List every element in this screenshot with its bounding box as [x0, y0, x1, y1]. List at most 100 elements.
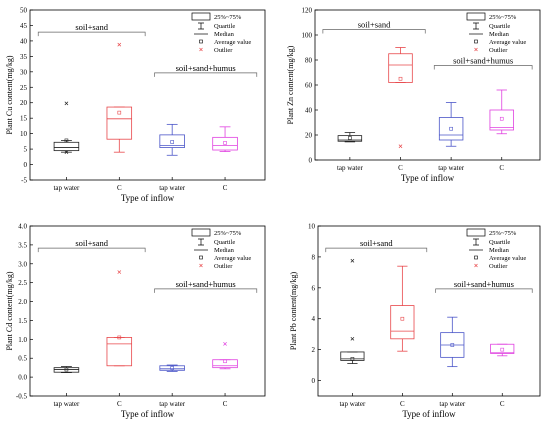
box-4 — [212, 126, 238, 152]
box-iqr — [388, 53, 413, 83]
y-tick-label: 10 — [308, 223, 316, 231]
legend-label: Average value — [214, 255, 251, 262]
y-tick-label: 2 — [312, 346, 316, 354]
plot-frame — [317, 225, 541, 397]
box-iqr — [106, 106, 133, 140]
mean-marker — [117, 110, 122, 115]
y-tick-label: 25 — [20, 84, 28, 92]
chart-panel-cd: -0.5 0.0 0.5 1.0 1.5 2.0 2.5 3.0 3.5 4.0 Plant Cd … — [5, 223, 266, 419]
outlier-marker — [64, 101, 69, 106]
outlier-marker — [398, 144, 403, 149]
mean-marker — [170, 140, 174, 144]
y-tick-label: -0.5 — [16, 393, 28, 401]
group-bracket — [433, 65, 533, 70]
x-tick-label: C — [400, 400, 405, 408]
x-tick-label: tap water — [159, 400, 186, 408]
x-tick-label: tap water — [337, 164, 364, 172]
outlier-marker — [223, 342, 227, 346]
box-4 — [212, 342, 238, 370]
legend-label: Quartile — [489, 23, 510, 30]
y-tick-label: 15 — [20, 115, 28, 123]
y-tick-label: 0 — [309, 157, 313, 165]
mean-marker — [117, 335, 122, 340]
legend-box-swatch — [191, 12, 211, 21]
box-4 — [490, 343, 515, 357]
legend-label: Average value — [489, 255, 526, 262]
legend-label: Outlier — [489, 263, 508, 270]
mean-marker — [499, 116, 504, 121]
legend-box-swatch — [466, 12, 486, 21]
group-label: soil+sand+humus — [176, 279, 236, 289]
x-tick-label: tap water — [53, 184, 80, 192]
legend-label: Median — [489, 31, 510, 38]
legend-label: Median — [214, 31, 235, 38]
box-3 — [438, 102, 464, 147]
mean-marker — [449, 126, 453, 131]
legend-label: 25%~75% — [214, 14, 242, 21]
legend-mean-swatch — [474, 255, 478, 260]
y-tick-label: 0.5 — [18, 355, 27, 363]
y-tick-label: 2.0 — [18, 298, 27, 306]
outlier-marker — [117, 42, 122, 47]
legend-label: Outlier — [214, 263, 233, 270]
group-bracket — [322, 29, 426, 34]
legend-label: Quartile — [214, 239, 235, 246]
y-tick-label: 20 — [305, 132, 313, 140]
chart-panel-cu: -5 0 5 10 15 20 25 30 35 40 45 50 Plant Cu content(m… — [5, 7, 266, 203]
y-tick-label: 20 — [20, 99, 28, 107]
legend-label: Median — [214, 247, 235, 254]
group-label: soil+sand — [360, 238, 393, 248]
outlier-marker — [64, 150, 69, 155]
mean-marker — [348, 136, 352, 140]
mean-marker — [400, 316, 405, 321]
x-tick-label: C — [500, 400, 505, 408]
mean-marker — [350, 357, 355, 361]
chart-panel-pb: 0 2 4 6 8 10 Plant Pb content(mg/kg) tap water C… — [289, 223, 541, 419]
group-label: soil+sand+humus — [454, 279, 514, 289]
box-2 — [388, 47, 413, 149]
box-1 — [53, 101, 80, 155]
x-tick-label: tap water — [53, 400, 80, 408]
y-tick-label: 2.5 — [18, 279, 27, 287]
legend-label: Outlier — [214, 47, 233, 54]
legend-whisker-swatch — [473, 238, 479, 246]
mean-marker — [450, 343, 455, 347]
legend-label: Quartile — [214, 23, 235, 30]
mean-marker — [64, 367, 69, 372]
legend-mean-swatch — [474, 39, 478, 44]
box-3 — [159, 364, 185, 372]
legend-outlier-swatch — [199, 263, 203, 268]
x-axis-label: Type of inflow — [401, 173, 455, 183]
group-label: soil+sand — [75, 238, 108, 248]
y-tick-label: 4 — [312, 315, 316, 323]
box-2 — [106, 270, 133, 367]
legend-label: Quartile — [489, 239, 510, 246]
legend-outlier-swatch — [474, 263, 478, 268]
mean-marker — [398, 76, 403, 81]
legend-label: 25%~75% — [489, 14, 517, 21]
y-tick-label: -5 — [21, 177, 27, 185]
legend-box-swatch — [191, 228, 211, 237]
y-tick-label: 1.0 — [18, 336, 27, 344]
box-1 — [53, 366, 80, 373]
x-tick-label: C — [499, 164, 504, 172]
x-tick-label: C — [223, 400, 228, 408]
box-3 — [159, 123, 185, 156]
box-2 — [390, 265, 415, 352]
outlier-marker — [117, 270, 122, 274]
y-tick-label: 6 — [312, 284, 316, 292]
x-axis-label: Type of inflow — [121, 409, 175, 419]
x-tick-label: C — [223, 184, 228, 192]
group-label: soil+sand — [358, 20, 391, 30]
legend-label: Average value — [489, 39, 526, 46]
box-iqr — [212, 136, 238, 151]
legend-label: 25%~75% — [214, 230, 242, 237]
box-iqr — [159, 365, 185, 371]
mean-marker — [223, 359, 227, 364]
y-tick-label: 1.5 — [18, 317, 27, 325]
x-tick-label: C — [117, 184, 122, 192]
